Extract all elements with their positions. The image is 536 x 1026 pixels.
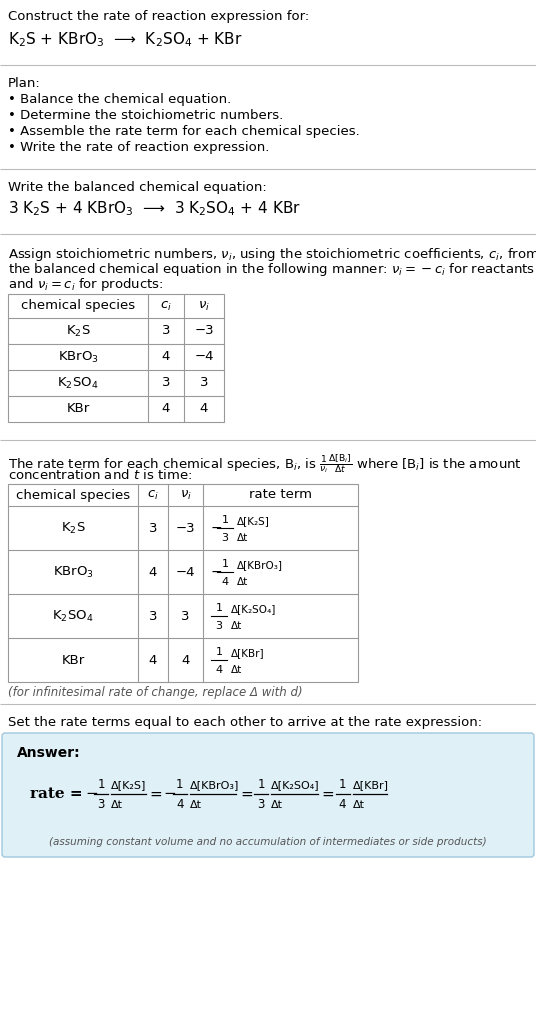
Text: K$_2$S: K$_2$S (61, 520, 85, 536)
Text: KBr: KBr (62, 654, 85, 667)
Text: Δ[K₂S]: Δ[K₂S] (237, 516, 270, 526)
Text: chemical species: chemical species (16, 488, 130, 502)
Text: 3: 3 (221, 532, 228, 543)
Text: Write the balanced chemical equation:: Write the balanced chemical equation: (8, 181, 267, 194)
Text: 3: 3 (149, 521, 157, 535)
Text: KBrO$_3$: KBrO$_3$ (53, 564, 93, 580)
Text: Δt: Δt (237, 532, 248, 543)
Text: Δt: Δt (231, 665, 242, 675)
Text: K$_2$SO$_4$: K$_2$SO$_4$ (57, 376, 99, 391)
Text: 3: 3 (200, 377, 209, 390)
Text: 4: 4 (181, 654, 190, 667)
Text: =: = (150, 787, 162, 801)
Text: 4: 4 (162, 402, 170, 416)
Text: Δ[KBrO₃]: Δ[KBrO₃] (237, 560, 283, 570)
Text: −: − (85, 787, 98, 801)
Text: 4: 4 (162, 351, 170, 363)
Text: KBrO$_3$: KBrO$_3$ (57, 350, 99, 364)
Text: Δ[KBrO₃]: Δ[KBrO₃] (190, 780, 239, 790)
Text: 3 K$_2$S + 4 KBrO$_3$  ⟶  3 K$_2$SO$_4$ + 4 KBr: 3 K$_2$S + 4 KBrO$_3$ ⟶ 3 K$_2$SO$_4$ + … (8, 199, 301, 218)
Text: chemical species: chemical species (21, 300, 135, 313)
Text: 1: 1 (176, 779, 183, 791)
Text: Δt: Δt (231, 621, 242, 631)
Text: Assign stoichiometric numbers, $\nu_i$, using the stoichiometric coefficients, $: Assign stoichiometric numbers, $\nu_i$, … (8, 246, 536, 263)
FancyBboxPatch shape (2, 733, 534, 857)
Text: Δt: Δt (111, 800, 123, 810)
Text: 3: 3 (215, 621, 222, 631)
Text: rate term: rate term (249, 488, 312, 502)
Text: Δt: Δt (353, 800, 364, 810)
Text: 1: 1 (339, 779, 346, 791)
Text: 3: 3 (98, 798, 105, 812)
Text: −3: −3 (176, 521, 195, 535)
Text: rate =: rate = (30, 787, 88, 801)
Text: 3: 3 (257, 798, 265, 812)
Text: • Write the rate of reaction expression.: • Write the rate of reaction expression. (8, 141, 270, 154)
Text: Δ[KBr]: Δ[KBr] (353, 780, 389, 790)
Text: The rate term for each chemical species, B$_i$, is $\frac{1}{\nu_i}\frac{\Delta[: The rate term for each chemical species,… (8, 452, 522, 475)
Text: Plan:: Plan: (8, 77, 41, 90)
Text: −: − (164, 787, 176, 801)
Text: −4: −4 (194, 351, 214, 363)
Text: K$_2$SO$_4$: K$_2$SO$_4$ (53, 608, 94, 624)
Bar (8, 484, 358, 682)
Text: 4: 4 (221, 577, 228, 587)
Text: 1: 1 (221, 559, 228, 569)
Text: $\nu_i$: $\nu_i$ (198, 300, 210, 313)
Text: Δt: Δt (271, 800, 283, 810)
Text: Δt: Δt (190, 800, 202, 810)
Text: • Balance the chemical equation.: • Balance the chemical equation. (8, 93, 231, 106)
Text: 4: 4 (176, 798, 183, 812)
Text: 4: 4 (215, 665, 222, 675)
Text: K$_2$S: K$_2$S (65, 323, 91, 339)
Bar (8, 294, 224, 422)
Text: 1: 1 (221, 515, 228, 525)
Text: 3: 3 (181, 609, 190, 623)
Text: K$_2$S + KBrO$_3$  ⟶  K$_2$SO$_4$ + KBr: K$_2$S + KBrO$_3$ ⟶ K$_2$SO$_4$ + KBr (8, 30, 243, 48)
Text: $c_i$: $c_i$ (160, 300, 172, 313)
Text: 3: 3 (162, 324, 170, 338)
Text: • Assemble the rate term for each chemical species.: • Assemble the rate term for each chemic… (8, 125, 360, 139)
Text: Answer:: Answer: (17, 746, 80, 760)
Text: 1: 1 (97, 779, 105, 791)
Text: Δ[K₂S]: Δ[K₂S] (111, 780, 146, 790)
Text: 4: 4 (200, 402, 208, 416)
Text: 1: 1 (257, 779, 265, 791)
Text: $c_i$: $c_i$ (147, 488, 159, 502)
Text: 3: 3 (162, 377, 170, 390)
Text: (for infinitesimal rate of change, replace Δ with d): (for infinitesimal rate of change, repla… (8, 686, 303, 699)
Text: (assuming constant volume and no accumulation of intermediates or side products): (assuming constant volume and no accumul… (49, 837, 487, 847)
Text: Δ[K₂SO₄]: Δ[K₂SO₄] (231, 604, 277, 614)
Text: • Determine the stoichiometric numbers.: • Determine the stoichiometric numbers. (8, 109, 283, 122)
Text: Δ[K₂SO₄]: Δ[K₂SO₄] (271, 780, 320, 790)
Text: −3: −3 (194, 324, 214, 338)
Text: 1: 1 (215, 647, 222, 657)
Text: Construct the rate of reaction expression for:: Construct the rate of reaction expressio… (8, 10, 309, 23)
Text: the balanced chemical equation in the following manner: $\nu_i = -c_i$ for react: the balanced chemical equation in the fo… (8, 261, 535, 278)
Text: Δ[KBr]: Δ[KBr] (231, 648, 265, 658)
Text: concentration and $t$ is time:: concentration and $t$ is time: (8, 468, 192, 482)
Text: =: = (322, 787, 334, 801)
Text: −: − (211, 565, 222, 579)
Text: 3: 3 (149, 609, 157, 623)
Text: Set the rate terms equal to each other to arrive at the rate expression:: Set the rate terms equal to each other t… (8, 716, 482, 729)
Text: Δt: Δt (237, 577, 248, 587)
Text: =: = (240, 787, 253, 801)
Text: 4: 4 (149, 565, 157, 579)
Text: KBr: KBr (66, 402, 90, 416)
Text: 1: 1 (215, 603, 222, 613)
Text: and $\nu_i = c_i$ for products:: and $\nu_i = c_i$ for products: (8, 276, 163, 293)
Text: −: − (211, 521, 222, 535)
Text: 4: 4 (149, 654, 157, 667)
Text: −4: −4 (176, 565, 195, 579)
Text: 4: 4 (339, 798, 346, 812)
Text: $\nu_i$: $\nu_i$ (180, 488, 191, 502)
